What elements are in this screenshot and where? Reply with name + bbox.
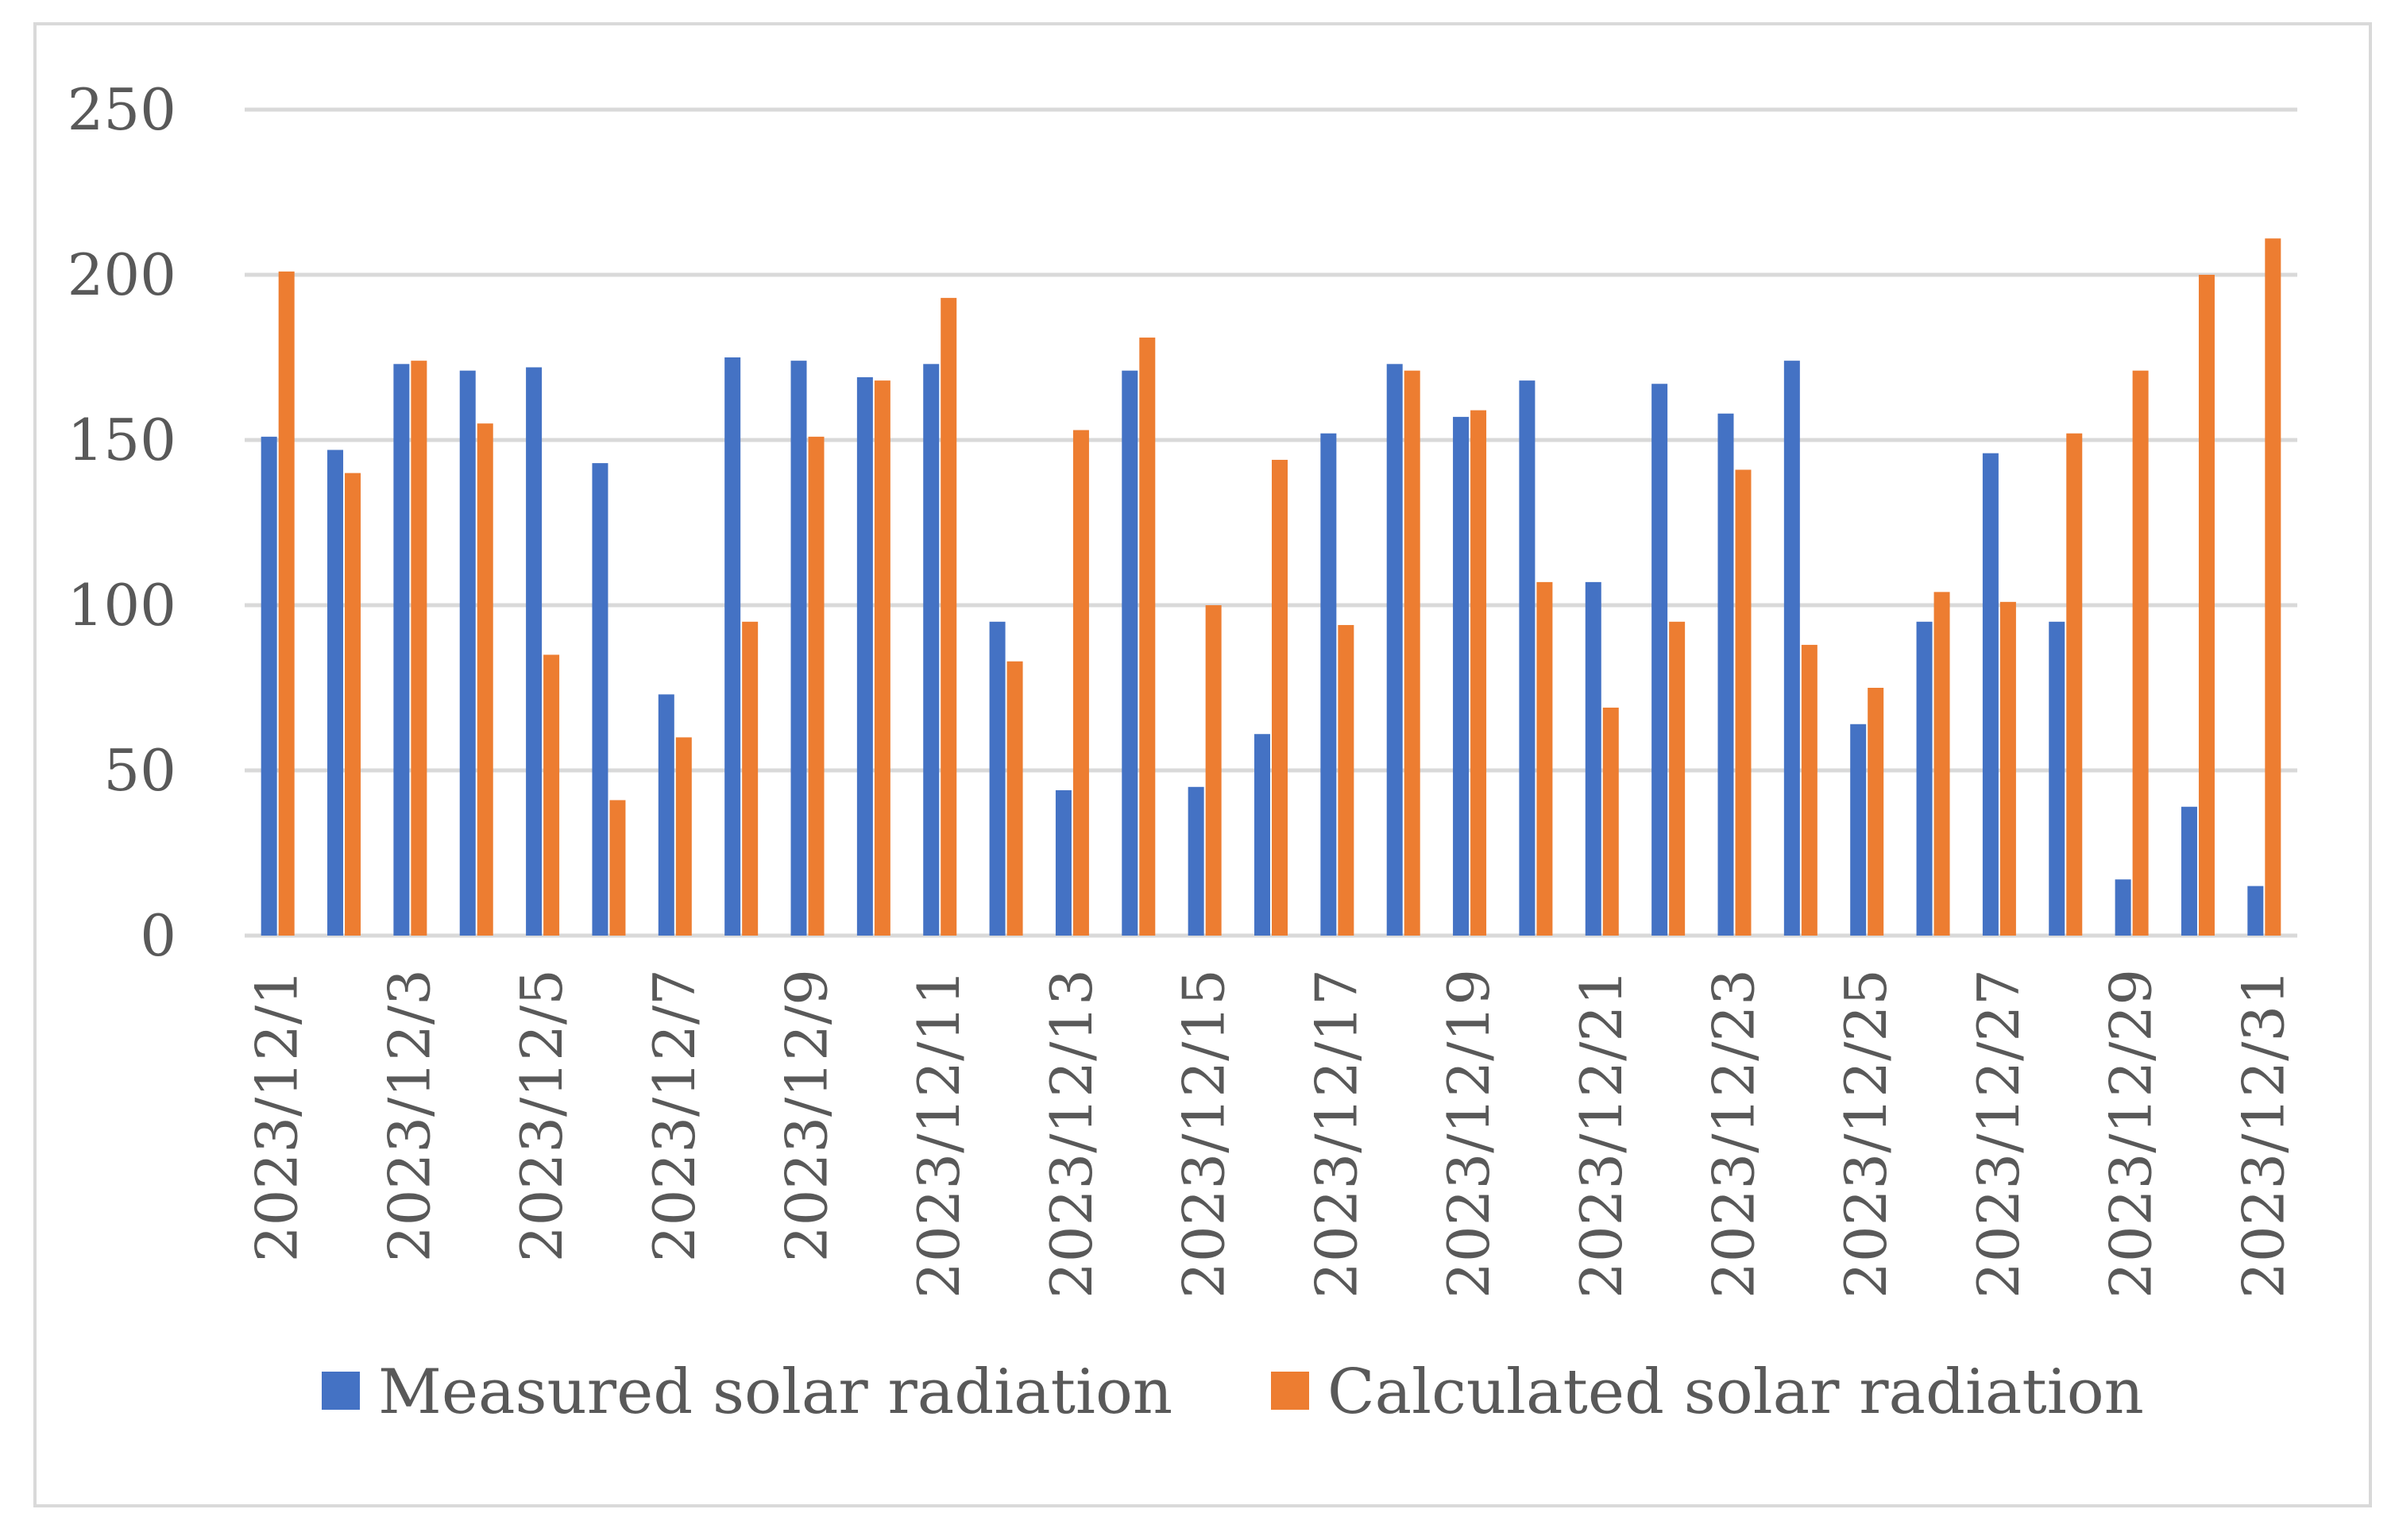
- bar-measured-13: [1055, 789, 1072, 936]
- bar-measured-7: [658, 694, 674, 936]
- bar-calculated-3: [411, 361, 427, 936]
- bar-measured-23: [1717, 413, 1734, 936]
- bar-calculated-17: [1338, 624, 1354, 936]
- x-tick-label: 2023/12/7: [641, 969, 708, 1262]
- bar-calculated-25: [1868, 688, 1884, 936]
- bar-calculated-16: [1272, 459, 1288, 936]
- x-tick-label: 2023/12/19: [1435, 969, 1502, 1299]
- bar-calculated-30: [2198, 275, 2215, 936]
- bar-calculated-29: [2132, 370, 2149, 936]
- bar-measured-18: [1386, 364, 1403, 936]
- bar-calculated-18: [1404, 370, 1420, 936]
- legend-swatch-measured: [322, 1372, 360, 1410]
- bar-calculated-31: [2265, 238, 2281, 936]
- y-tick-label: 150: [68, 407, 176, 473]
- bar-calculated-24: [1801, 644, 1817, 936]
- bar-calculated-8: [742, 621, 759, 936]
- bar-measured-20: [1519, 380, 1536, 936]
- bars: [261, 238, 2281, 936]
- x-tick-label: 2023/12/11: [906, 969, 972, 1299]
- x-tick-label: 2023/12/25: [1833, 969, 1899, 1299]
- bar-measured-17: [1320, 433, 1337, 936]
- y-tick-label: 250: [68, 76, 176, 143]
- y-tick-label: 0: [140, 902, 176, 969]
- y-tick-label: 200: [68, 241, 176, 308]
- legend: Measured solar radiation Calculated sola…: [322, 1357, 2144, 1428]
- bar-measured-10: [856, 376, 873, 936]
- y-axis-ticks: 0 50 100 150 200 250: [68, 76, 176, 969]
- bar-measured-3: [393, 364, 410, 936]
- x-tick-label: 2023/12/5: [508, 969, 575, 1262]
- bar-measured-8: [724, 357, 741, 936]
- bar-measured-19: [1453, 416, 1470, 936]
- x-tick-label: 2023/12/23: [1700, 969, 1767, 1299]
- bar-measured-6: [592, 463, 608, 936]
- bar-calculated-10: [874, 380, 890, 936]
- bar-calculated-26: [1933, 592, 1950, 936]
- bar-calculated-4: [477, 423, 493, 936]
- bar-calculated-23: [1735, 469, 1752, 936]
- x-tick-label: 2023/12/21: [1568, 969, 1635, 1299]
- bar-calculated-20: [1536, 581, 1553, 936]
- bar-calculated-1: [278, 271, 295, 936]
- bar-calculated-11: [941, 298, 957, 936]
- x-axis-ticks: 2023/12/1 2023/12/3 2023/12/5 2023/12/7 2023…: [244, 969, 2297, 1299]
- bar-measured-29: [2115, 879, 2131, 936]
- bar-calculated-27: [1999, 601, 2016, 936]
- bar-calculated-7: [675, 737, 692, 936]
- x-tick-label: 2023/12/3: [376, 969, 442, 1262]
- bar-calculated-13: [1072, 430, 1089, 936]
- bar-calculated-5: [543, 654, 560, 936]
- x-tick-label: 2023/12/27: [1965, 969, 2032, 1299]
- bar-measured-26: [1916, 621, 1933, 936]
- bar-calculated-14: [1139, 338, 1156, 936]
- bar-measured-9: [790, 361, 807, 936]
- bar-measured-1: [261, 436, 277, 936]
- bar-measured-22: [1651, 384, 1668, 936]
- bar-measured-12: [989, 621, 1006, 936]
- gridlines: [245, 107, 2297, 938]
- bar-measured-5: [526, 367, 543, 936]
- bar-calculated-21: [1602, 707, 1619, 936]
- x-tick-label: 2023/12/15: [1171, 969, 1238, 1299]
- bar-measured-14: [1122, 370, 1138, 936]
- bar-calculated-19: [1470, 410, 1487, 936]
- bar-measured-2: [327, 450, 344, 936]
- bar-calculated-2: [345, 473, 361, 936]
- bar-calculated-28: [2066, 433, 2083, 936]
- bar-measured-30: [2181, 806, 2197, 936]
- x-tick-label: 2023/12/31: [2230, 969, 2296, 1299]
- bar-calculated-9: [808, 436, 825, 936]
- bar-measured-21: [1585, 581, 1601, 936]
- bar-calculated-15: [1205, 605, 1222, 936]
- bar-measured-27: [1982, 453, 1999, 936]
- y-tick-label: 100: [68, 572, 176, 639]
- bar-measured-16: [1254, 734, 1270, 936]
- x-tick-label: 2023/12/1: [244, 969, 311, 1262]
- bar-measured-11: [923, 364, 940, 936]
- bar-measured-4: [459, 370, 476, 936]
- x-tick-label: 2023/12/17: [1303, 969, 1369, 1299]
- bar-measured-15: [1188, 786, 1204, 936]
- legend-label-measured: Measured solar radiation: [378, 1357, 1172, 1428]
- x-tick-label: 2023/12/9: [774, 969, 840, 1262]
- bar-calculated-12: [1006, 661, 1023, 936]
- y-tick-label: 50: [103, 737, 176, 804]
- legend-label-calculated: Calculated solar radiation: [1327, 1357, 2144, 1428]
- bar-calculated-6: [609, 800, 626, 936]
- bar-measured-31: [2247, 886, 2264, 936]
- x-tick-label: 2023/12/29: [2098, 969, 2165, 1299]
- bar-measured-25: [1850, 724, 1867, 936]
- bar-measured-28: [2049, 621, 2065, 936]
- x-tick-label: 2023/12/13: [1038, 969, 1105, 1299]
- legend-swatch-calculated: [1271, 1372, 1309, 1410]
- bar-calculated-22: [1669, 621, 1686, 936]
- bar-measured-24: [1783, 361, 1800, 936]
